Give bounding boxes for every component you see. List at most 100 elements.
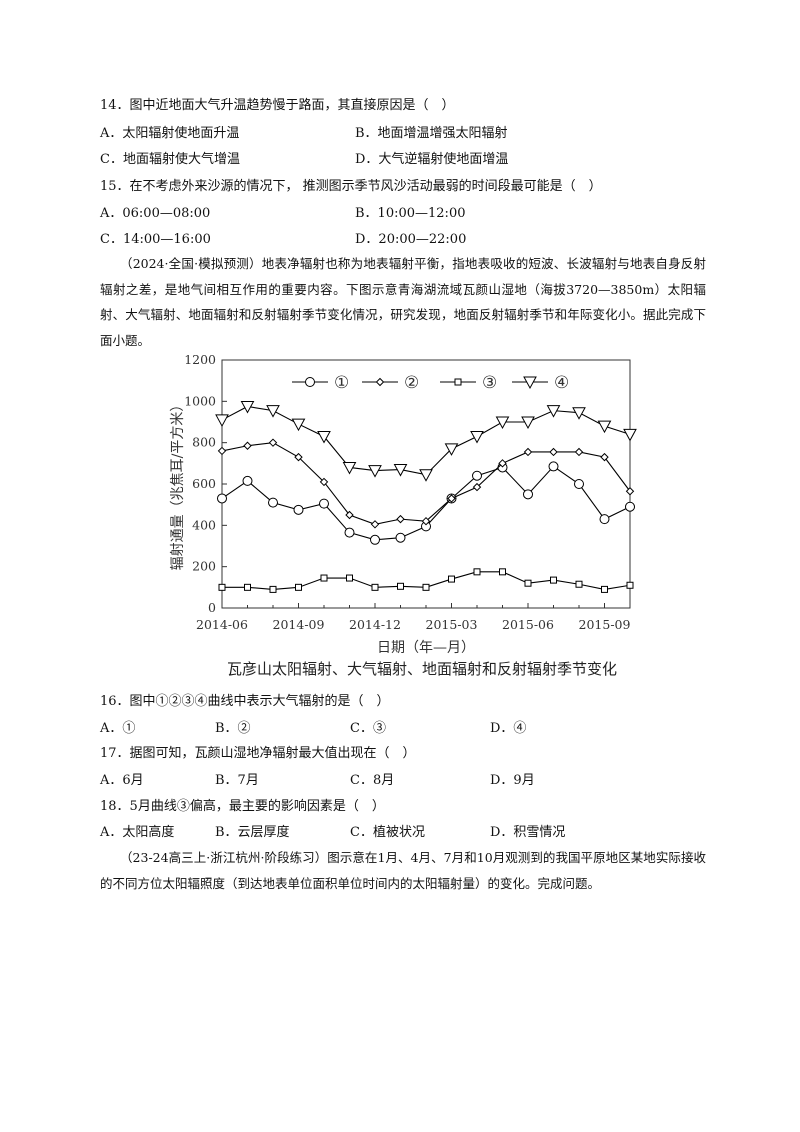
chart: 0 200 400 600 800 1000 1200 2014-06 2014-09 2014-…	[170, 352, 637, 678]
marker	[218, 583, 226, 591]
marker	[368, 465, 382, 478]
y-tick-label: 400	[192, 517, 216, 532]
marker	[217, 493, 227, 504]
x-tick-label: 2014-12	[349, 617, 401, 632]
legend-label: ④	[554, 373, 569, 393]
marker	[268, 497, 278, 508]
marker	[623, 428, 637, 442]
legend-label: ③	[482, 373, 497, 393]
option: A．①	[100, 721, 136, 736]
y-tick-label: 600	[192, 476, 216, 491]
marker	[572, 407, 586, 420]
y-tick-label: 1000	[184, 393, 216, 408]
marker	[317, 430, 331, 444]
marker	[600, 452, 609, 462]
question-stem: 15．在不考虑外来沙源的情况下， 推测图示季节风沙活动最弱的时间段最可能是（ ）	[100, 179, 602, 194]
question-stem: 16．图中①②③④曲线中表示大气辐射的是（ ）	[100, 694, 390, 709]
marker	[242, 475, 253, 486]
option: A．太阳辐射使地面升温	[100, 126, 240, 141]
x-tick-label: 2015-06	[502, 617, 554, 632]
marker	[217, 446, 227, 456]
marker	[370, 534, 380, 545]
marker	[498, 459, 507, 468]
marker	[320, 574, 328, 582]
y-tick-label: 200	[192, 559, 216, 574]
y-tick-label: 0	[208, 600, 216, 615]
marker	[421, 516, 431, 526]
marker	[472, 470, 482, 481]
question-stem: 18．5月曲线③偏高，最主要的影响因素是（ ）	[100, 799, 385, 814]
option: C．③	[350, 721, 386, 736]
question-stem: 17．据图可知，瓦颜山湿地净辐射最大值出现在（ ）	[100, 746, 416, 761]
option: D．大气逆辐射使地面增温	[355, 152, 509, 167]
marker	[422, 583, 430, 591]
marker	[397, 582, 404, 590]
marker	[448, 575, 455, 583]
option: C．地面辐射使大气增温	[100, 152, 240, 167]
marker	[395, 532, 406, 543]
marker	[601, 585, 608, 593]
option: B．10:00—12:00	[355, 206, 466, 221]
marker	[319, 498, 329, 509]
marker	[393, 464, 408, 477]
y-tick-label: 800	[192, 435, 216, 450]
marker	[342, 461, 357, 475]
option: B．云层厚度	[215, 825, 290, 840]
y-axis-label: 辐射通量（兆焦耳/平方米）	[170, 398, 186, 571]
marker	[574, 479, 584, 489]
series-line	[221, 442, 631, 525]
marker	[549, 447, 558, 457]
option: B．7月	[215, 773, 259, 788]
marker	[548, 461, 559, 472]
passage: （23-24高三上·浙江杭州·阶段练习）图示意在1月、4月、7月和10月观测到的…	[100, 850, 706, 891]
marker	[447, 494, 456, 503]
marker	[444, 443, 459, 456]
marker	[521, 416, 535, 430]
marker	[269, 585, 277, 593]
marker	[419, 469, 433, 482]
option: A．6月	[100, 773, 144, 788]
marker	[293, 504, 304, 515]
marker	[550, 576, 557, 584]
marker	[473, 568, 481, 576]
x-tick-label: 2015-03	[426, 617, 478, 632]
option: D．20:00—22:00	[355, 232, 467, 247]
question-stem: 14．图中近地面大气升温趋势慢于路面，其直接原因是（ ）	[100, 98, 455, 113]
y-tick-label: 1200	[184, 352, 216, 367]
marker	[625, 501, 635, 512]
x-tick-label: 2014-06	[196, 617, 248, 632]
option: A．06:00—08:00	[100, 206, 211, 221]
marker	[291, 418, 306, 432]
marker	[240, 401, 255, 414]
option: B．地面增温增强太阳辐射	[355, 126, 508, 141]
marker	[396, 514, 405, 524]
option: C．14:00—16:00	[100, 232, 211, 247]
x-axis-label: 日期（年—月）	[377, 640, 475, 656]
marker	[546, 405, 561, 418]
marker	[472, 482, 482, 492]
marker	[268, 438, 278, 447]
x-tick-label: 2015-09	[579, 617, 631, 632]
marker	[345, 510, 354, 520]
plot-frame	[221, 359, 631, 609]
option: D．9月	[490, 773, 535, 788]
option: C．8月	[350, 773, 395, 788]
marker	[524, 579, 532, 587]
marker	[495, 416, 510, 430]
option: B．②	[215, 721, 251, 736]
marker	[499, 568, 506, 576]
marker	[305, 377, 315, 387]
marker	[346, 574, 353, 582]
marker	[523, 376, 537, 390]
marker	[215, 414, 229, 427]
marker	[625, 487, 635, 496]
marker	[266, 405, 280, 418]
marker	[575, 580, 583, 588]
marker	[523, 489, 533, 500]
legend-label: ①	[334, 373, 349, 393]
marker	[626, 581, 634, 589]
marker	[370, 520, 380, 529]
legend-label: ②	[404, 373, 419, 393]
marker	[597, 420, 612, 434]
